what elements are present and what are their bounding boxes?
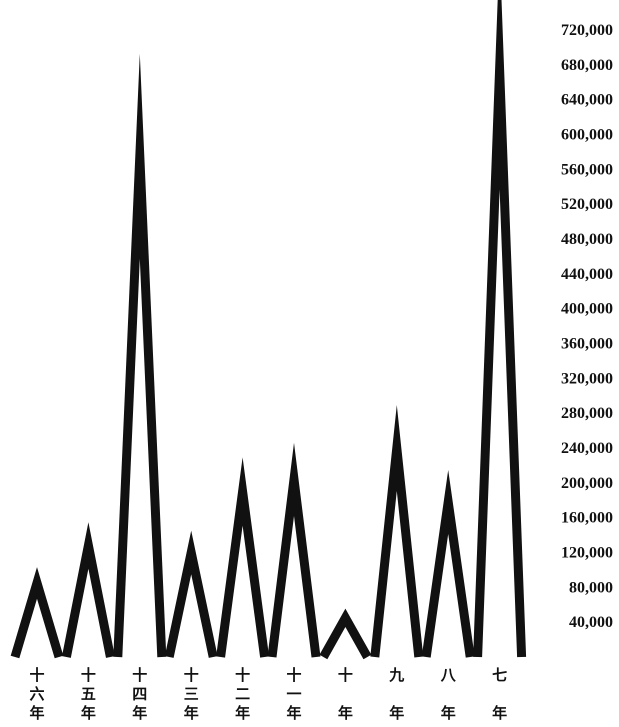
x-tick-char: 十 <box>81 666 96 684</box>
y-tick-label: 520,000 <box>561 196 613 213</box>
x-tick-label: 八年 <box>440 666 457 722</box>
x-tick-char: 年 <box>29 704 44 722</box>
peak-mark <box>473 0 527 658</box>
x-tick-char: 年 <box>286 704 301 722</box>
peak-mark <box>216 457 270 658</box>
x-tick-char: 十 <box>29 666 44 684</box>
x-tick-char: 十 <box>184 666 199 684</box>
peak-mark <box>61 522 115 658</box>
x-tick-char: 十 <box>338 666 353 684</box>
x-tick-char: 年 <box>338 704 353 722</box>
x-tick-label: 十年 <box>338 666 353 722</box>
y-tick-label: 640,000 <box>561 92 613 109</box>
x-tick-label: 七年 <box>492 666 507 722</box>
y-tick-label: 440,000 <box>561 266 613 283</box>
x-tick-char: 年 <box>441 704 456 722</box>
y-axis: 40,000 80,000 120,000 160,000 200,000 240,000… <box>561 22 613 631</box>
x-tick-label: 十一年 <box>286 666 301 722</box>
y-tick-label: 240,000 <box>561 440 613 457</box>
x-tick-char: 十 <box>132 666 147 684</box>
x-tick-char: 八 <box>440 666 457 684</box>
y-tick-label: 400,000 <box>561 301 613 318</box>
peak-mark <box>267 442 321 658</box>
x-tick-label: 十六年 <box>29 666 44 722</box>
peak-mark <box>421 469 475 658</box>
x-tick-char: 六 <box>29 685 44 703</box>
x-tick-char: 年 <box>492 704 507 722</box>
peak-mark <box>370 405 424 658</box>
x-tick-label: 十五年 <box>81 666 96 722</box>
x-tick-char: 年 <box>389 704 404 722</box>
y-tick-label: 600,000 <box>561 127 613 144</box>
x-tick-char: 四 <box>132 685 147 703</box>
x-tick-label: 十二年 <box>235 666 250 722</box>
y-tick-label: 720,000 <box>561 22 613 39</box>
peak-mark <box>319 608 372 660</box>
y-tick-label: 480,000 <box>561 231 613 248</box>
y-tick-label: 40,000 <box>569 614 613 631</box>
x-tick-char: 年 <box>184 704 199 722</box>
x-tick-char: 年 <box>132 704 147 722</box>
x-tick-char: 七 <box>492 666 507 684</box>
peak-mark <box>113 53 167 658</box>
x-tick-label: 十四年 <box>132 666 147 722</box>
y-tick-label: 320,000 <box>561 370 613 387</box>
x-tick-char: 二 <box>235 685 250 703</box>
y-tick-label: 200,000 <box>561 475 613 492</box>
peak-mark <box>164 530 218 658</box>
y-tick-label: 360,000 <box>561 336 613 353</box>
x-tick-char: 年 <box>235 704 250 722</box>
x-tick-char: 十 <box>286 666 301 684</box>
y-tick-label: 680,000 <box>561 57 613 74</box>
y-tick-label: 80,000 <box>569 579 613 596</box>
chart-marks <box>10 0 527 660</box>
peak-mark <box>10 567 64 659</box>
y-tick-label: 120,000 <box>561 545 613 562</box>
x-tick-char: 九 <box>388 666 404 684</box>
x-tick-label: 九年 <box>388 666 404 722</box>
x-tick-char: 一 <box>286 685 301 703</box>
x-tick-label: 十三年 <box>184 666 199 722</box>
y-tick-label: 560,000 <box>561 161 613 178</box>
y-tick-label: 160,000 <box>561 510 613 527</box>
y-tick-label: 280,000 <box>561 405 613 422</box>
x-tick-char: 五 <box>81 685 96 703</box>
x-tick-char: 十 <box>235 666 250 684</box>
x-tick-char: 年 <box>81 704 96 722</box>
x-tick-char: 三 <box>184 685 199 703</box>
